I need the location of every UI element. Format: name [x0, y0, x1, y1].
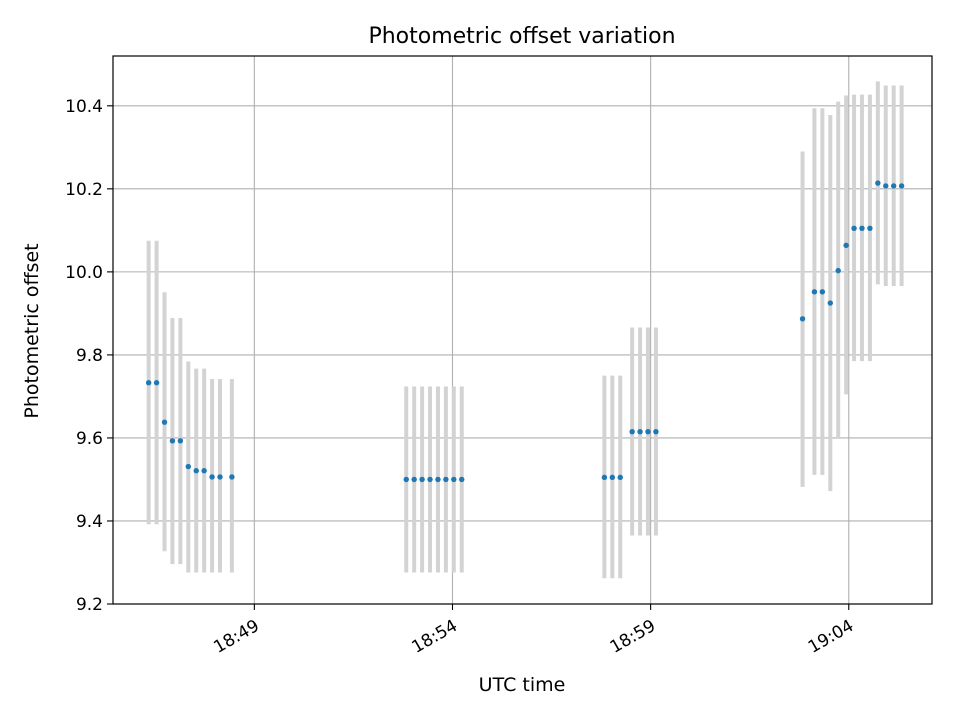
data-point: [859, 225, 865, 231]
data-point: [161, 419, 168, 425]
axis-ticks: 18:49 18:54 18:59 19:04 9.2 9.4 9.6 9.8 10.0 10.2…: [65, 97, 857, 658]
data-point: [898, 183, 905, 189]
data-point: [851, 225, 857, 231]
x-tick-label: 18:49: [210, 616, 262, 658]
plot-frame: [112, 55, 933, 605]
data-point: [411, 476, 417, 483]
data-point: [177, 438, 184, 444]
y-tick-label: 10.4: [65, 97, 103, 117]
data-point: [443, 476, 449, 483]
data-point: [201, 468, 207, 474]
x-tick-label: 18:54: [409, 616, 461, 658]
x-axis-label: UTC time: [479, 674, 566, 696]
y-tick-label: 9.6: [76, 429, 103, 449]
x-tick-label: 19:04: [805, 616, 857, 658]
data-point: [193, 468, 199, 474]
x-tick-label: 18:59: [607, 616, 659, 658]
data-point: [883, 183, 889, 189]
error-bars: [146, 81, 904, 579]
y-axis-label: Photometric offset: [21, 243, 43, 418]
y-tick-label: 10.0: [65, 263, 103, 283]
data-point: [209, 474, 215, 480]
data-point: [185, 463, 191, 470]
data-point: [451, 476, 457, 483]
data-point: [811, 289, 818, 295]
data-point: [819, 289, 826, 295]
chart-title: Photometric offset variation: [368, 24, 675, 49]
data-point: [459, 476, 465, 483]
data-point: [827, 300, 833, 306]
data-point: [629, 429, 635, 435]
data-point: [217, 474, 223, 480]
data-point: [843, 242, 849, 249]
data-point: [427, 476, 433, 483]
data-point: [799, 316, 806, 322]
y-tick-label: 9.4: [76, 512, 103, 532]
y-tick-label: 9.8: [76, 346, 103, 366]
data-point: [609, 474, 616, 481]
data-point: [835, 267, 841, 274]
data-point: [169, 438, 176, 444]
y-tick-label: 9.2: [76, 595, 103, 615]
data-point: [229, 474, 235, 480]
data-points: [145, 180, 905, 483]
grid-lines: [113, 56, 932, 605]
data-point: [890, 183, 897, 189]
data-point: [645, 429, 651, 435]
data-point: [435, 476, 441, 483]
y-tick-label: 10.2: [65, 180, 103, 200]
data-point: [601, 474, 608, 481]
data-point: [637, 429, 643, 435]
data-point: [145, 380, 152, 386]
data-point: [617, 474, 623, 481]
data-point: [875, 180, 881, 186]
data-point: [403, 476, 409, 483]
data-point: [653, 429, 659, 435]
data-point: [153, 380, 160, 386]
data-point: [419, 476, 425, 483]
data-point: [867, 225, 873, 231]
